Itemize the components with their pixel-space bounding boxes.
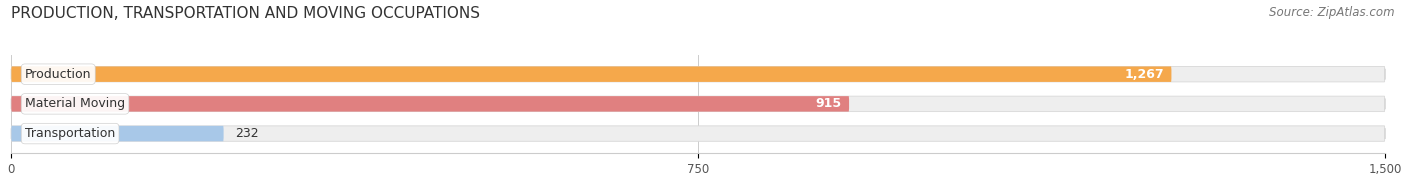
Text: 232: 232 bbox=[235, 127, 259, 140]
Text: Material Moving: Material Moving bbox=[25, 97, 125, 110]
FancyBboxPatch shape bbox=[11, 66, 1171, 82]
FancyBboxPatch shape bbox=[11, 126, 224, 141]
FancyBboxPatch shape bbox=[11, 96, 1385, 112]
Text: Transportation: Transportation bbox=[25, 127, 115, 140]
Text: 1,267: 1,267 bbox=[1125, 68, 1164, 81]
FancyBboxPatch shape bbox=[11, 66, 1385, 82]
Text: Source: ZipAtlas.com: Source: ZipAtlas.com bbox=[1270, 6, 1395, 19]
FancyBboxPatch shape bbox=[11, 126, 1385, 141]
FancyBboxPatch shape bbox=[11, 96, 849, 112]
Text: Production: Production bbox=[25, 68, 91, 81]
Text: PRODUCTION, TRANSPORTATION AND MOVING OCCUPATIONS: PRODUCTION, TRANSPORTATION AND MOVING OC… bbox=[11, 6, 481, 21]
Text: 915: 915 bbox=[815, 97, 842, 110]
